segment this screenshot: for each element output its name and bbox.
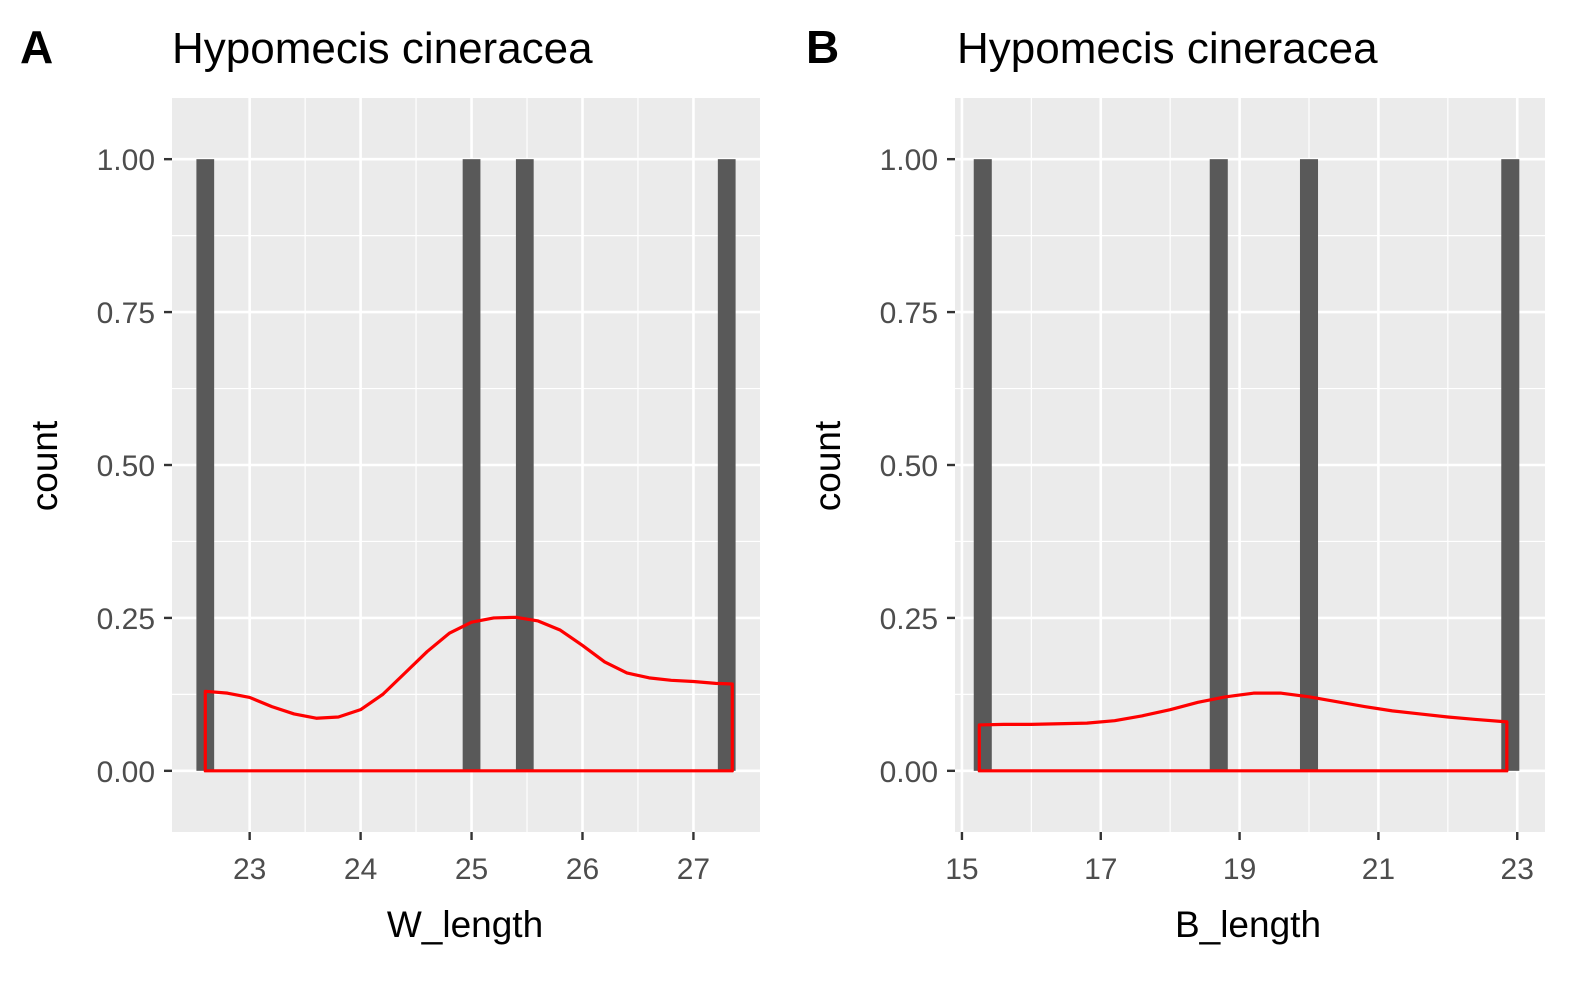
histogram-bar	[462, 159, 481, 771]
chart-title: Hypomecis cineracea	[172, 24, 593, 73]
histogram-bar	[717, 159, 736, 771]
y-axis-title: count	[24, 420, 65, 511]
histogram-bar	[973, 159, 992, 771]
x-axis-title: W_length	[387, 904, 543, 945]
chart-title: Hypomecis cineracea	[957, 24, 1378, 73]
y-tick-label: 0.00	[97, 756, 155, 789]
y-tick-label: 1.00	[880, 144, 938, 177]
y-axis-title: count	[807, 420, 848, 511]
panel-a: A Hypomecis cineracea W_length count 23 2…	[20, 21, 760, 945]
x-tick-label: 23	[233, 853, 266, 886]
y-tick-label: 0.00	[880, 756, 938, 789]
y-tick-label: 1.00	[97, 144, 155, 177]
panel-b: B Hypomecis cineracea B_length count 15 1…	[806, 21, 1545, 945]
x-tick-label: 23	[1501, 853, 1534, 886]
x-tick-label: 25	[455, 853, 488, 886]
x-tick-label: 15	[945, 853, 978, 886]
x-tick-label: 21	[1362, 853, 1395, 886]
plot-area	[172, 98, 760, 832]
axes: 15 17 19 21 23 0.00 0.25 0.50 0.75 1.00	[880, 144, 1534, 886]
y-tick-label: 0.75	[97, 297, 155, 330]
histogram-bar	[1299, 159, 1319, 771]
x-tick-label: 17	[1084, 853, 1117, 886]
x-tick-label: 24	[344, 853, 377, 886]
density-curve	[977, 691, 1509, 773]
y-tick-label: 0.50	[97, 450, 155, 483]
panel-tag: B	[806, 21, 839, 73]
density-curve	[203, 615, 734, 773]
histogram-bar	[1501, 159, 1520, 771]
x-tick-label: 27	[677, 853, 710, 886]
x-axis-title: B_length	[1175, 904, 1321, 945]
y-tick-label: 0.75	[880, 297, 938, 330]
panel-tag: A	[20, 21, 53, 73]
axes: 23 24 25 26 27 0.00 0.25 0.50 0.75 1.00	[97, 144, 711, 886]
x-tick-label: 19	[1223, 853, 1256, 886]
x-tick-label: 26	[566, 853, 599, 886]
y-tick-label: 0.25	[880, 603, 938, 636]
plot-area	[955, 98, 1545, 832]
y-tick-label: 0.25	[97, 603, 155, 636]
histogram-bar	[515, 159, 534, 771]
histogram-bar	[1209, 159, 1228, 771]
histogram-bar	[196, 159, 215, 771]
y-tick-label: 0.50	[880, 450, 938, 483]
